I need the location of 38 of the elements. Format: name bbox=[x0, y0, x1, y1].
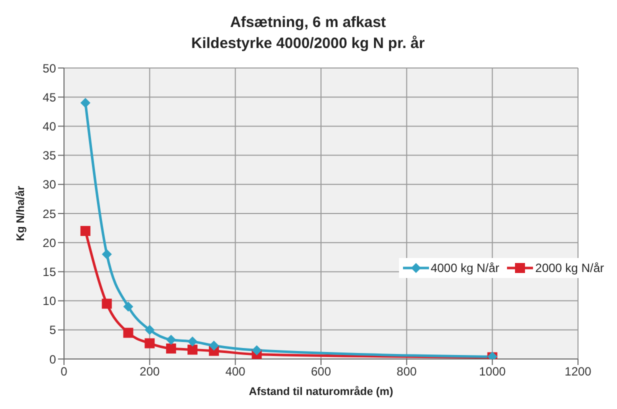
point bbox=[252, 345, 262, 356]
x-tick-label: 200 bbox=[140, 364, 160, 379]
point bbox=[123, 302, 134, 312]
y-tick-label: 0 bbox=[49, 352, 56, 366]
x-tick-label: 600 bbox=[310, 364, 332, 379]
point bbox=[123, 328, 134, 338]
y-tick-label: 40 bbox=[42, 119, 56, 134]
point bbox=[80, 98, 90, 108]
y-tick-label: 45 bbox=[42, 90, 56, 104]
x-tick-label: 1200 bbox=[564, 364, 592, 379]
point bbox=[144, 338, 155, 348]
y-tick-label: 35 bbox=[42, 148, 56, 163]
y-tick-label: 25 bbox=[42, 206, 56, 221]
y-tick-label: 10 bbox=[42, 294, 56, 308]
y-tick-label: 20 bbox=[42, 236, 56, 250]
x-axis-title: Afstand til naturområde (m) bbox=[248, 385, 394, 398]
point bbox=[102, 249, 112, 260]
y-axis-title: Kg N/ha/år bbox=[14, 185, 27, 242]
x-tick-label: 1000 bbox=[478, 364, 506, 379]
point bbox=[102, 298, 112, 309]
point bbox=[208, 340, 219, 351]
y-tick-label: 50 bbox=[42, 61, 56, 76]
point bbox=[144, 324, 155, 335]
y-tick-label: 15 bbox=[42, 264, 56, 279]
chart-title: Afsætning, 6 m afkast bbox=[229, 13, 387, 33]
point bbox=[80, 226, 90, 236]
x-tick-label: 400 bbox=[225, 364, 246, 379]
y-tick-label: 30 bbox=[42, 178, 56, 192]
point bbox=[188, 344, 198, 355]
legend-label: 4000 kg N/år bbox=[430, 261, 500, 275]
y-tick-label: 5 bbox=[49, 323, 56, 338]
point bbox=[166, 344, 176, 354]
point bbox=[188, 336, 198, 347]
point bbox=[166, 334, 176, 345]
legend-label: 2000 kg N/år bbox=[535, 261, 604, 275]
chart-subtitle: Kildestyrke 4000/2000 kg N pr. år bbox=[190, 34, 426, 54]
x-tick-label: 0 bbox=[60, 364, 68, 379]
x-tick-label: 800 bbox=[396, 364, 417, 379]
